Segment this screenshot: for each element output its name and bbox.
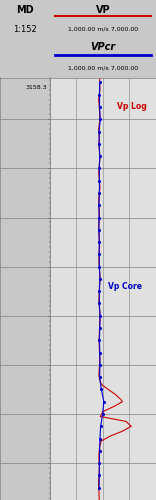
Point [98, 300, 100, 308]
Point [99, 78, 101, 86]
Point [99, 434, 101, 442]
Point [99, 116, 101, 124]
Point [99, 361, 101, 369]
Text: VP: VP [96, 4, 110, 15]
Point [98, 336, 101, 344]
Point [99, 275, 101, 283]
Point [99, 348, 101, 356]
Text: VPcr: VPcr [90, 42, 116, 51]
Point [101, 410, 104, 418]
Point [99, 152, 101, 160]
Point [98, 459, 101, 467]
Point [98, 262, 101, 270]
Point [100, 386, 103, 394]
Point [98, 472, 100, 480]
Text: 1:152: 1:152 [13, 24, 37, 34]
Point [98, 250, 100, 258]
Text: Vp Core: Vp Core [108, 282, 142, 291]
Point [98, 226, 100, 234]
Text: 3158.3: 3158.3 [26, 85, 47, 90]
Point [98, 164, 100, 172]
Point [98, 176, 101, 184]
Point [99, 312, 101, 320]
Point [98, 189, 101, 197]
Text: 1,000.00 m/s 7,000.00: 1,000.00 m/s 7,000.00 [68, 26, 138, 32]
Text: Vp Log: Vp Log [117, 102, 147, 112]
Point [98, 103, 101, 111]
Point [98, 238, 100, 246]
Point [99, 324, 101, 332]
Point [98, 140, 100, 148]
Text: 1,000.00 m/s 7,000.00: 1,000.00 m/s 7,000.00 [68, 66, 138, 70]
Point [98, 201, 100, 209]
Point [98, 484, 100, 492]
Text: MD: MD [16, 4, 34, 15]
Point [98, 373, 101, 381]
Point [98, 128, 100, 136]
Point [103, 398, 105, 406]
Point [98, 287, 101, 295]
Point [98, 90, 101, 98]
Point [98, 214, 100, 222]
Point [98, 447, 101, 455]
Point [99, 422, 102, 430]
